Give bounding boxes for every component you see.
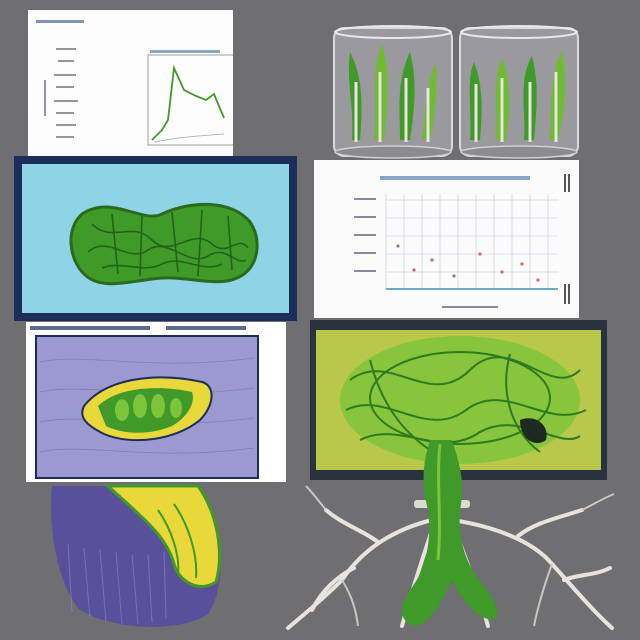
plot-title-scribble — [150, 50, 220, 53]
leaf-cell-screen — [14, 156, 297, 321]
scatter-grid — [385, 194, 558, 290]
leaf-cell-network — [87, 209, 249, 277]
baseline-line — [153, 133, 225, 143]
jar-right — [459, 25, 579, 159]
cross-section-cone — [48, 484, 238, 630]
line-chart-drawing — [36, 20, 233, 146]
scatter-points — [396, 244, 540, 282]
cone-stripes — [67, 543, 167, 625]
scatter-x-axis — [386, 288, 558, 290]
stomata-slide — [26, 322, 286, 482]
legend-scribbles — [44, 48, 78, 138]
leaf-cell — [69, 202, 259, 286]
slide-header-scribble-left — [30, 326, 150, 330]
scatter-corner-mark — [564, 174, 566, 192]
stoma-cells — [115, 394, 182, 421]
scatter-chart-drawing — [354, 174, 570, 308]
header-scribble — [36, 20, 84, 23]
green-sprout — [402, 440, 497, 626]
scatter-chart-card — [314, 160, 579, 318]
jar-left — [333, 25, 453, 159]
plant-jars-drawing — [333, 25, 579, 159]
stomata-drawing — [30, 326, 259, 479]
root-network-screen — [310, 320, 607, 480]
cone-green-veins — [157, 503, 198, 579]
scatter-bottom-mark — [564, 284, 566, 304]
line-chart-card — [28, 10, 233, 156]
root-sprout — [282, 440, 622, 636]
scatter-title-scribble — [380, 176, 530, 180]
sprout-highlight — [436, 443, 442, 561]
fine-roots — [305, 485, 615, 627]
plant-jars — [330, 22, 585, 160]
leaf-cell-drawing — [22, 164, 289, 313]
scatter-bottom-mark-2 — [568, 284, 570, 304]
slide-header-scribble-right — [166, 326, 246, 330]
root-sprout-drawing — [286, 440, 615, 630]
root-tangle — [345, 351, 587, 453]
scatter-corner-mark-2 — [568, 174, 570, 192]
scatter-x-label-scribble — [442, 306, 498, 308]
plot-frame — [147, 54, 233, 146]
root-network-drawing — [316, 330, 601, 470]
scatter-y-labels — [354, 198, 376, 272]
green-line — [151, 64, 225, 141]
dark-cavity — [520, 418, 547, 444]
cone-yellow-fold — [104, 484, 221, 588]
cone-drawing — [51, 484, 221, 627]
